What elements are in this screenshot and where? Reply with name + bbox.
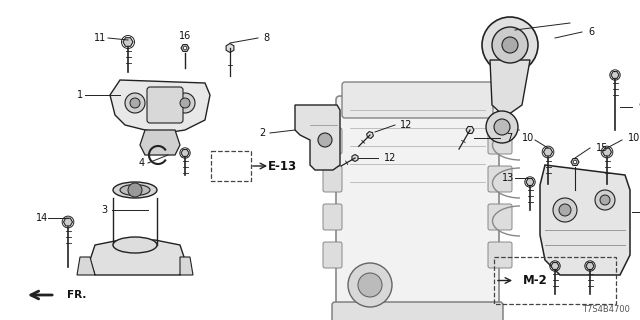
Circle shape (180, 98, 190, 108)
Text: 3: 3 (101, 205, 107, 215)
Circle shape (553, 198, 577, 222)
Ellipse shape (113, 237, 157, 253)
Text: 4: 4 (139, 158, 145, 168)
Polygon shape (123, 38, 133, 46)
Circle shape (183, 46, 187, 50)
FancyBboxPatch shape (488, 204, 512, 230)
Polygon shape (551, 262, 559, 269)
Circle shape (358, 273, 382, 297)
Polygon shape (490, 60, 530, 117)
Polygon shape (543, 148, 552, 156)
Circle shape (502, 37, 518, 53)
Circle shape (494, 119, 510, 135)
Polygon shape (586, 262, 594, 269)
Polygon shape (180, 257, 193, 275)
Text: 14: 14 (36, 213, 48, 223)
FancyBboxPatch shape (488, 128, 512, 154)
Polygon shape (466, 126, 474, 133)
Text: 10: 10 (522, 133, 534, 143)
Circle shape (600, 195, 610, 205)
Ellipse shape (120, 185, 150, 196)
Circle shape (318, 133, 332, 147)
Text: E-13: E-13 (268, 159, 296, 172)
Polygon shape (110, 80, 210, 133)
Text: 1: 1 (77, 90, 83, 100)
Polygon shape (181, 149, 189, 156)
FancyBboxPatch shape (342, 82, 493, 118)
Text: 16: 16 (179, 31, 191, 41)
FancyBboxPatch shape (147, 87, 183, 123)
FancyBboxPatch shape (323, 128, 342, 154)
Text: 12: 12 (400, 120, 412, 130)
Polygon shape (526, 179, 534, 186)
Circle shape (482, 17, 538, 73)
Circle shape (348, 263, 392, 307)
FancyBboxPatch shape (336, 96, 499, 314)
FancyBboxPatch shape (488, 166, 512, 192)
Polygon shape (77, 257, 95, 275)
Polygon shape (571, 158, 579, 165)
Polygon shape (226, 44, 234, 52)
Polygon shape (540, 165, 630, 275)
Text: 2: 2 (259, 128, 265, 138)
Polygon shape (602, 148, 611, 156)
Circle shape (595, 190, 615, 210)
FancyBboxPatch shape (323, 166, 342, 192)
Polygon shape (90, 240, 185, 275)
FancyBboxPatch shape (332, 302, 503, 320)
Ellipse shape (113, 182, 157, 198)
Circle shape (125, 93, 145, 113)
Text: 15: 15 (596, 143, 609, 153)
Polygon shape (611, 72, 619, 78)
FancyBboxPatch shape (323, 242, 342, 268)
Text: 12: 12 (384, 153, 396, 163)
Circle shape (559, 204, 571, 216)
Polygon shape (181, 44, 189, 52)
FancyBboxPatch shape (323, 204, 342, 230)
Polygon shape (295, 105, 340, 170)
Circle shape (492, 27, 528, 63)
Polygon shape (352, 155, 358, 162)
Text: 11: 11 (94, 33, 106, 43)
Circle shape (175, 93, 195, 113)
FancyBboxPatch shape (488, 242, 512, 268)
Text: 8: 8 (263, 33, 269, 43)
Text: M-2: M-2 (523, 274, 548, 287)
Text: T7S4B4700: T7S4B4700 (582, 305, 630, 314)
Text: 7: 7 (506, 133, 512, 143)
Circle shape (486, 111, 518, 143)
Text: 10: 10 (628, 133, 640, 143)
Text: FR.: FR. (67, 290, 86, 300)
Text: 6: 6 (588, 27, 594, 37)
Circle shape (128, 183, 142, 197)
Circle shape (130, 98, 140, 108)
Polygon shape (367, 132, 373, 138)
Text: 13: 13 (502, 173, 514, 183)
Polygon shape (63, 218, 72, 226)
Circle shape (573, 160, 577, 164)
Polygon shape (140, 130, 180, 155)
Text: 9: 9 (638, 102, 640, 112)
